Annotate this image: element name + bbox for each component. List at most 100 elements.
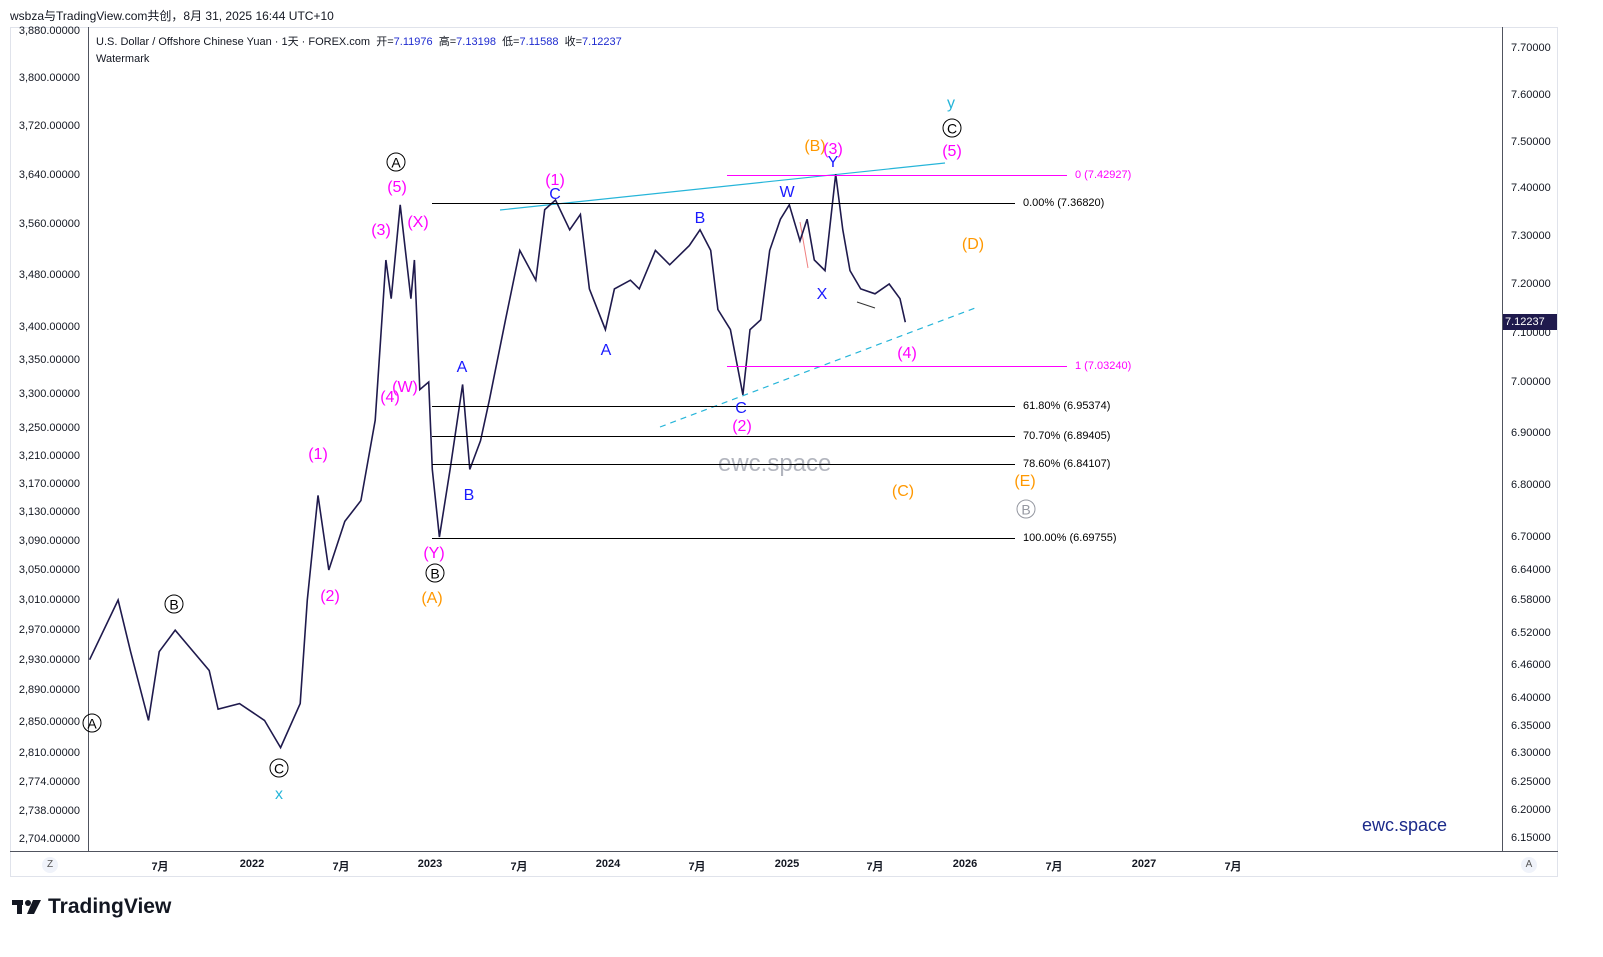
fib-level-line[interactable] [432, 203, 1015, 205]
left-axis-tick: 3,800.00000 [18, 72, 80, 84]
fib-level-line[interactable] [727, 366, 1067, 368]
right-axis-tick: 7.40000 [1511, 182, 1551, 194]
auto-scale-right-button[interactable]: A [1521, 857, 1537, 873]
right-axis-tick: 7.50000 [1511, 136, 1551, 148]
wave-label[interactable]: C [942, 118, 962, 138]
right-axis-tick: 6.90000 [1511, 427, 1551, 439]
wave-label[interactable]: B [694, 210, 706, 227]
wave-label[interactable]: C [735, 400, 747, 417]
wave-label[interactable]: C [269, 758, 289, 778]
wave-label[interactable]: (C) [891, 483, 915, 500]
chart-frame [10, 27, 1558, 877]
indicator-watermark[interactable]: Watermark [96, 53, 150, 65]
wave-label[interactable]: B [463, 487, 475, 504]
fib-level-line[interactable] [432, 436, 1015, 438]
high-label: 高= [438, 36, 457, 48]
fib-level-line[interactable] [432, 538, 1015, 540]
wave-label[interactable]: A [386, 152, 406, 172]
left-axis-tick: 3,090.00000 [18, 535, 80, 547]
snapshot-caption: wsbza与TradingView.com共创，8月 31, 2025 16:4… [10, 9, 334, 23]
time-axis-tick: 7月 [332, 861, 350, 873]
wave-label[interactable]: (3) [371, 222, 391, 239]
right-axis-tick: 6.15000 [1511, 832, 1551, 844]
lower-trendline [659, 307, 976, 428]
open-label: 开= [376, 36, 394, 48]
fib-level-line[interactable] [432, 463, 1015, 465]
wave-label[interactable]: (5) [942, 143, 962, 160]
right-axis-tick: 7.70000 [1511, 42, 1551, 54]
tradingview-logo-icon [12, 900, 41, 914]
time-axis-tick: 7月 [510, 861, 528, 873]
wave-label[interactable]: (5) [387, 179, 407, 196]
wave-label[interactable]: A [600, 342, 612, 359]
triangle-line [856, 301, 876, 309]
wave-label[interactable]: X [816, 286, 828, 303]
time-axis-tick: 7月 [1224, 861, 1242, 873]
time-axis-tick: 2022 [239, 858, 265, 870]
wave-label[interactable]: W [779, 184, 795, 201]
time-axis[interactable]: 7月 2022 7月 2023 7月 2024 7月 2025 7月 2026 7月 2027 7月 [10, 851, 1558, 878]
tradingview-logo[interactable]: TradingView [12, 895, 171, 919]
left-axis-tick: 3,010.00000 [18, 594, 80, 606]
time-axis-tick: 7月 [151, 861, 169, 873]
time-axis-tick: 2023 [417, 858, 443, 870]
red-channel-line [799, 221, 809, 269]
time-axis-tick: 2025 [774, 858, 800, 870]
high-value: 7.13198 [456, 36, 496, 48]
time-axis-tick: 2026 [952, 858, 978, 870]
symbol-title[interactable]: U.S. Dollar / Offshore Chinese Yuan · 1天… [96, 36, 371, 48]
wave-label[interactable]: C [549, 186, 561, 203]
wave-label[interactable]: (1) [308, 446, 328, 463]
right-price-axis[interactable]: 7.70000 7.60000 7.50000 7.40000 7.30000 7.200… [1502, 27, 1559, 851]
wave-label[interactable]: (X) [407, 214, 429, 231]
wave-label[interactable]: (A) [421, 590, 443, 607]
close-label: 收= [564, 36, 583, 48]
left-axis-tick: 3,210.00000 [18, 450, 80, 462]
right-axis-tick: 6.70000 [1511, 531, 1551, 543]
wave-label[interactable]: Y [827, 154, 839, 171]
wave-label[interactable]: (2) [320, 588, 340, 605]
wave-label[interactable]: B [1016, 499, 1036, 519]
wave-label[interactable]: (E) [1014, 473, 1036, 490]
wave-label[interactable]: B [425, 563, 445, 583]
fib-level-line[interactable] [432, 405, 1015, 407]
wave-label[interactable]: y [947, 95, 955, 112]
left-axis-tick: 3,400.00000 [18, 321, 80, 333]
wave-label[interactable]: B [164, 594, 184, 614]
right-axis-tick: 7.00000 [1511, 376, 1551, 388]
wave-label[interactable]: (Y) [423, 545, 445, 562]
right-axis-tick: 6.25000 [1511, 776, 1551, 788]
wave-label[interactable]: (D) [961, 236, 985, 253]
logo-text: TradingView [48, 895, 172, 918]
wave-label[interactable]: (4) [897, 345, 917, 362]
wave-label[interactable]: (4) [380, 389, 400, 406]
last-price-marker: 7.12237 [1503, 314, 1557, 331]
wave-label[interactable]: (3) [823, 141, 843, 158]
wave-label[interactable]: x [275, 786, 283, 803]
right-axis-tick: 6.64000 [1511, 564, 1551, 576]
fib-level-label: 61.80% (6.95374) [1023, 399, 1111, 412]
fib-level-label: 78.60% (6.84107) [1023, 457, 1111, 470]
wave-label[interactable]: (B) [804, 138, 826, 155]
fib-level-label: 0 (7.42927) [1075, 168, 1132, 181]
left-axis-tick: 2,704.00000 [18, 833, 80, 845]
wave-label[interactable]: A [456, 359, 468, 376]
wave-label[interactable]: (2) [732, 418, 752, 435]
fib-level-line[interactable] [727, 174, 1067, 176]
left-axis-tick: 3,250.00000 [18, 422, 80, 434]
fib-level-label: 100.00% (6.69755) [1023, 532, 1117, 545]
left-axis-tick: 2,930.00000 [18, 654, 80, 666]
auto-scale-left-button[interactable]: Z [42, 857, 58, 873]
left-axis-tick: 3,130.00000 [18, 506, 80, 518]
wave-label[interactable]: (W) [392, 379, 418, 396]
wave-label[interactable]: A [82, 713, 102, 733]
right-axis-tick: 6.40000 [1511, 692, 1551, 704]
left-axis-tick: 3,050.00000 [18, 564, 80, 576]
left-axis-tick: 3,480.00000 [18, 269, 80, 281]
watermark-text: ewc.space [718, 450, 832, 477]
low-value: 7.11588 [519, 36, 559, 48]
left-axis-tick: 2,738.00000 [18, 805, 80, 817]
right-axis-tick: 6.46000 [1511, 659, 1551, 671]
wave-label[interactable]: (1) [545, 172, 565, 189]
left-price-axis[interactable]: 3,880.00000 3,800.00000 3,720.00000 3,640.0… [10, 25, 89, 851]
